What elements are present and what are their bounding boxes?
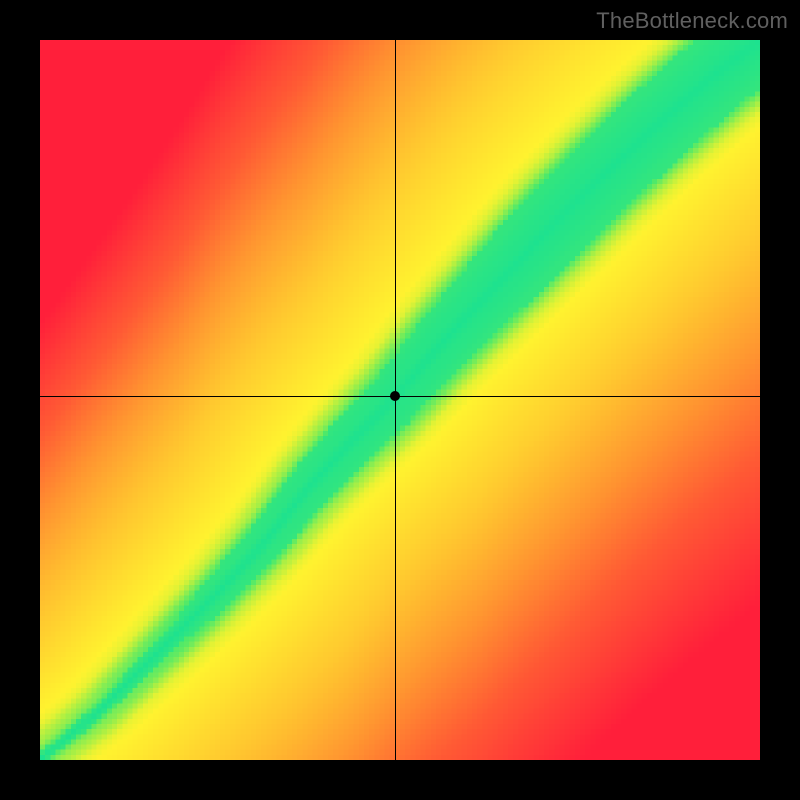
crosshair-marker [390,391,400,401]
watermark-text: TheBottleneck.com [596,8,788,34]
heatmap-canvas [40,40,760,760]
heatmap-plot [40,40,760,760]
crosshair-horizontal [40,396,760,397]
